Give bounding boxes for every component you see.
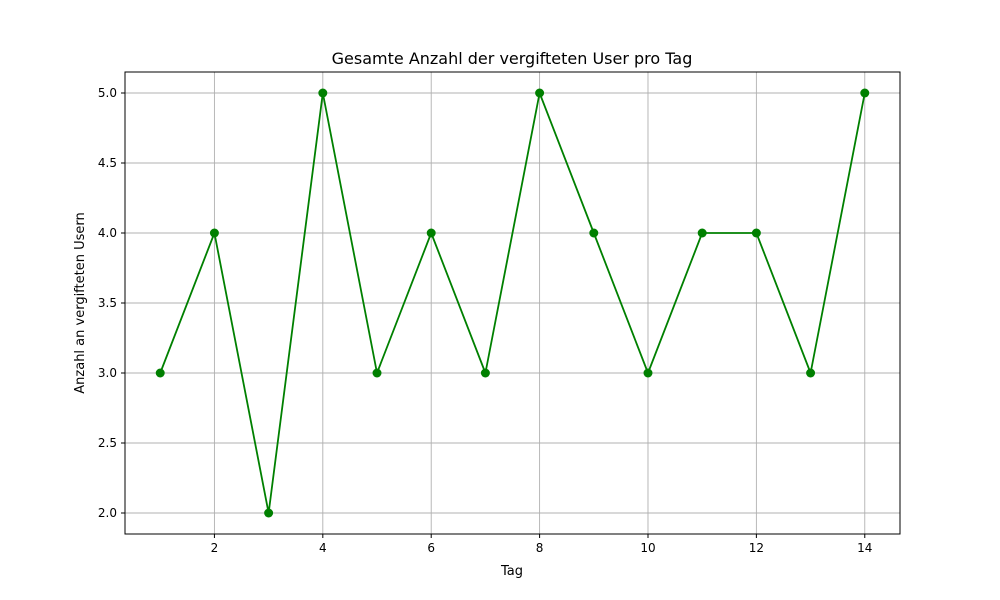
data-point <box>806 368 816 378</box>
y-tick-label: 3.0 <box>98 366 117 380</box>
x-tick-label: 14 <box>857 541 872 555</box>
data-point <box>480 368 490 378</box>
series-line <box>159 92 866 514</box>
x-tick-label: 10 <box>640 541 655 555</box>
data-point <box>751 228 761 238</box>
data-point <box>155 368 165 378</box>
y-tick-label: 3.5 <box>98 296 117 310</box>
data-point <box>535 88 545 98</box>
x-tick-label: 6 <box>427 541 435 555</box>
data-point <box>697 228 707 238</box>
x-tick-label: 12 <box>749 541 764 555</box>
data-point <box>589 228 599 238</box>
grid-lines <box>125 72 900 534</box>
data-point <box>860 88 870 98</box>
x-axis-label: Tag <box>500 564 523 579</box>
x-tick-label: 4 <box>319 541 327 555</box>
y-tick-label: 2.0 <box>98 506 117 520</box>
data-point <box>209 228 219 238</box>
data-point <box>372 368 382 378</box>
y-axis-label: Anzahl an vergifteten Usern <box>73 212 88 393</box>
data-point <box>426 228 436 238</box>
data-point <box>264 508 274 518</box>
y-tick-label: 4.5 <box>98 156 117 170</box>
data-point <box>318 88 328 98</box>
y-tick-label: 2.5 <box>98 436 117 450</box>
y-tick-label: 4.0 <box>98 226 117 240</box>
axis-ticks: 2 4 6 8 10 12 14 2.0 2.5 3.0 3.5 4.0 4.5 5.0 <box>98 86 873 555</box>
x-tick-label: 8 <box>536 541 544 555</box>
series-layer <box>155 88 870 518</box>
chart-title: Gesamte Anzahl der vergifteten User pro … <box>332 49 693 68</box>
x-tick-label: 2 <box>211 541 219 555</box>
y-tick-label: 5.0 <box>98 86 117 100</box>
data-point <box>643 368 653 378</box>
plot-frame <box>124 71 901 535</box>
